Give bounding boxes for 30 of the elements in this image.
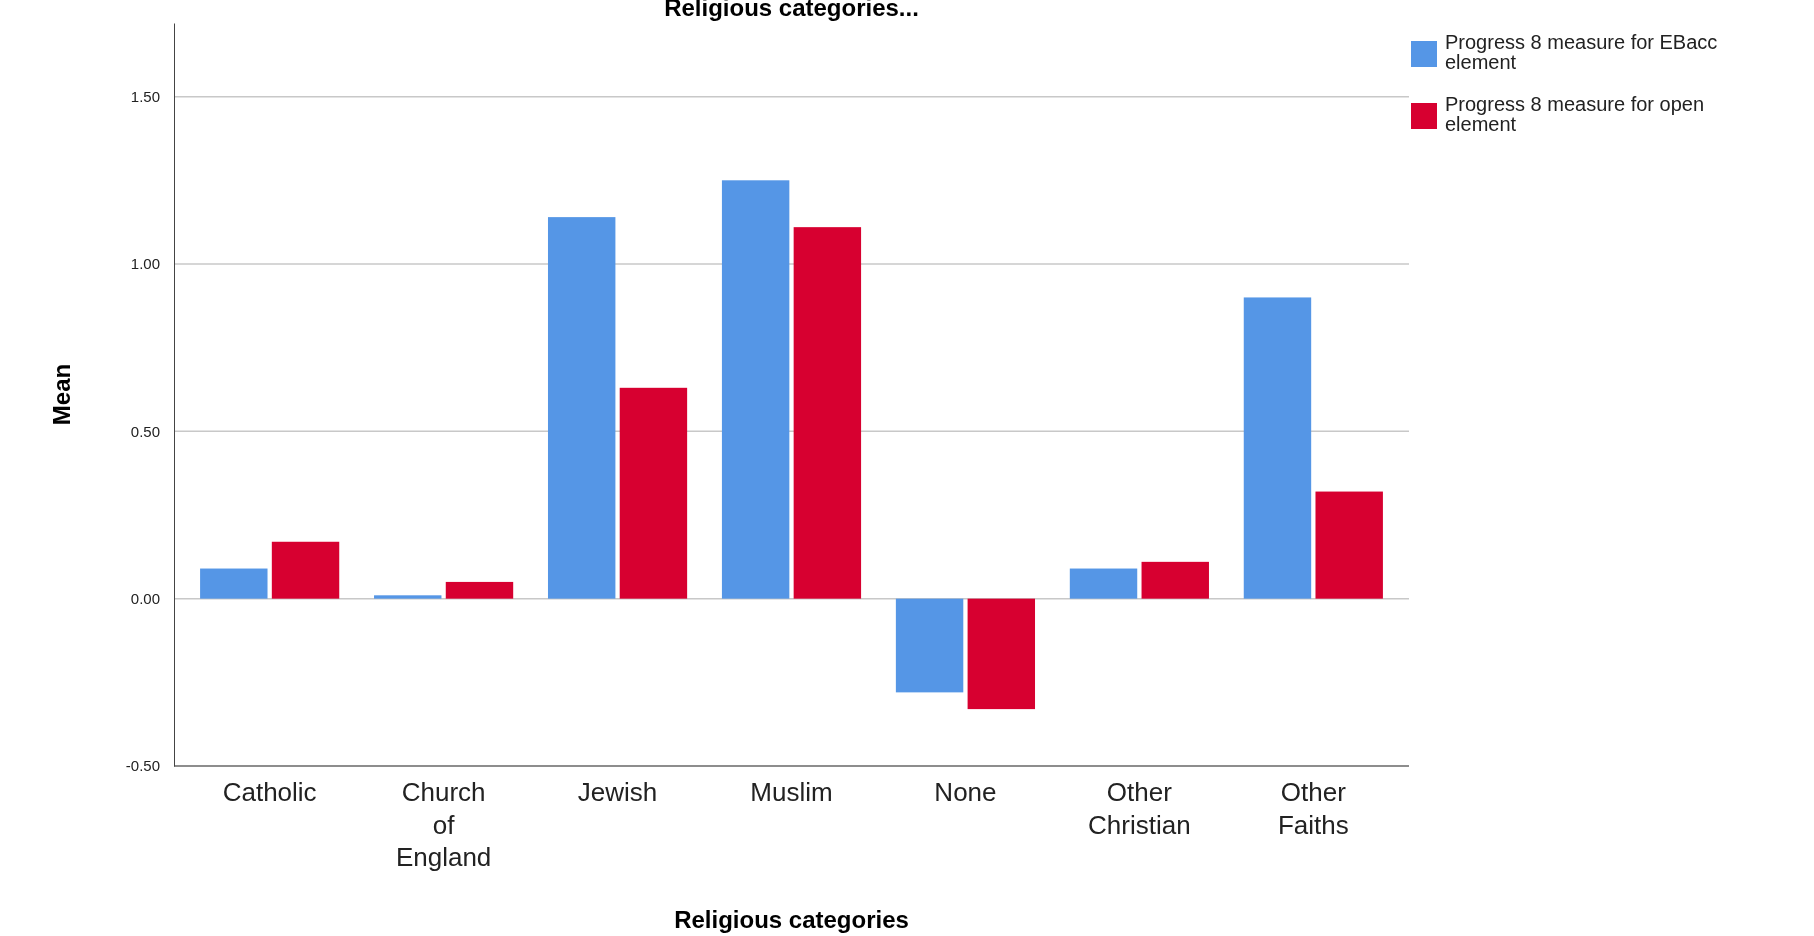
x-tick-label: Other Christian	[1088, 777, 1191, 840]
bar	[721, 180, 790, 599]
x-tick-label: Other Faiths	[1277, 777, 1349, 840]
x-tick-label: None	[934, 777, 997, 807]
y-tick-label: 0.50	[130, 422, 160, 440]
bar	[619, 387, 688, 599]
x-tick-label: Church of England	[395, 777, 492, 872]
x-tick-label: Jewish	[577, 777, 658, 807]
legend-label: Progress 8 measure for EBacc element	[1445, 31, 1718, 73]
bar	[1243, 297, 1312, 599]
x-tick-label: Catholic	[222, 777, 317, 807]
bar	[445, 581, 514, 599]
bar	[374, 595, 442, 599]
x-tick-label: Muslim	[750, 777, 833, 807]
bar	[793, 227, 862, 599]
y-tick-label: -0.50	[125, 757, 160, 775]
y-tick-label: 1.50	[130, 87, 160, 105]
bar	[1069, 568, 1138, 599]
bar	[271, 541, 340, 599]
bar	[895, 598, 964, 693]
y-tick-label: 1.00	[130, 255, 160, 273]
y-axis-title: Mean	[48, 363, 75, 426]
bar	[200, 568, 268, 599]
bar	[967, 598, 1036, 710]
bar	[1315, 491, 1383, 599]
bar	[547, 217, 616, 599]
y-tick-label: 0.00	[130, 589, 160, 607]
x-axis-title: Religious categories	[674, 906, 909, 933]
bar	[1141, 561, 1209, 599]
legend-label: Progress 8 measure for open element	[1445, 93, 1705, 135]
